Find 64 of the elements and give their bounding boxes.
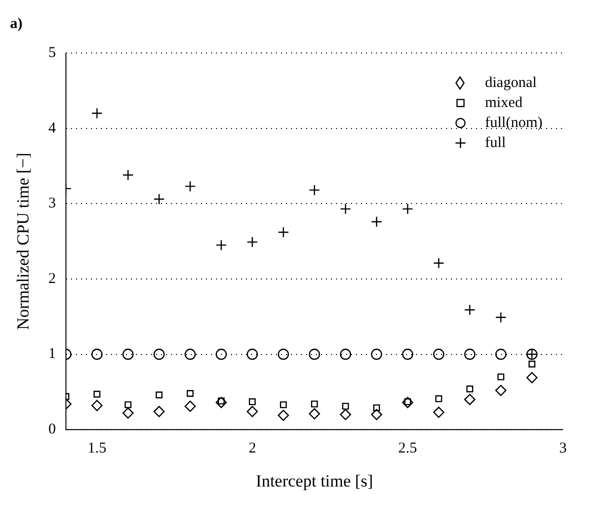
point: [186, 390, 194, 397]
point: [248, 398, 256, 406]
x-tick-label: 3: [559, 440, 567, 457]
point: [91, 108, 103, 119]
point: [91, 348, 103, 360]
y-tick-label: 1: [48, 346, 56, 362]
point: [184, 400, 196, 412]
point: [402, 396, 414, 408]
point: [280, 401, 287, 408]
y-tick-label: 2: [48, 270, 56, 287]
point: [433, 348, 444, 360]
point: [435, 395, 442, 402]
point: [528, 360, 536, 368]
point: [308, 348, 320, 360]
x-tick-label: 2.5: [398, 440, 418, 457]
legend-label: full: [485, 134, 506, 153]
point: [340, 203, 352, 215]
point: [154, 348, 165, 360]
point: [342, 402, 349, 410]
point: [122, 169, 134, 181]
point: [122, 348, 134, 360]
legend-label: mixed: [485, 94, 522, 113]
point: [370, 348, 382, 360]
y-axis-title: Normalized CPU time [−]: [14, 152, 33, 330]
point: [464, 394, 476, 406]
point: [495, 384, 506, 396]
point: [308, 408, 320, 420]
point: [311, 400, 318, 408]
point: [497, 373, 504, 380]
point: [216, 348, 227, 360]
x-axis-title: Intercept time [s]: [256, 471, 373, 490]
legend-label: diagonal: [485, 74, 537, 93]
point: [402, 348, 414, 360]
point: [373, 404, 380, 412]
point: [308, 184, 320, 196]
x-tick-label: 1.5: [88, 440, 106, 457]
point: [184, 348, 196, 360]
y-tick-label: 0: [48, 422, 56, 438]
point: [340, 408, 352, 420]
point: [464, 348, 476, 360]
point: [154, 406, 165, 418]
y-tick-label: 5: [48, 44, 56, 61]
point: [278, 410, 289, 421]
legend-label: full(nom): [485, 114, 542, 133]
point: [124, 401, 132, 408]
point: [216, 396, 227, 408]
point: [278, 348, 289, 360]
point: [156, 392, 163, 398]
point: [370, 408, 382, 420]
chart-title: a): [10, 16, 22, 32]
point: [122, 407, 134, 419]
point: [91, 400, 103, 412]
point: [94, 390, 100, 398]
point: [246, 348, 258, 360]
point: [340, 348, 352, 360]
point: [526, 372, 538, 384]
point: [246, 406, 258, 418]
point: [466, 386, 474, 392]
point: [495, 348, 506, 360]
x-tick-label: 2: [248, 440, 256, 457]
y-tick-label: 4: [48, 120, 56, 136]
point: [433, 406, 444, 418]
point: [370, 216, 382, 228]
y-tick-label: 3: [48, 196, 56, 212]
